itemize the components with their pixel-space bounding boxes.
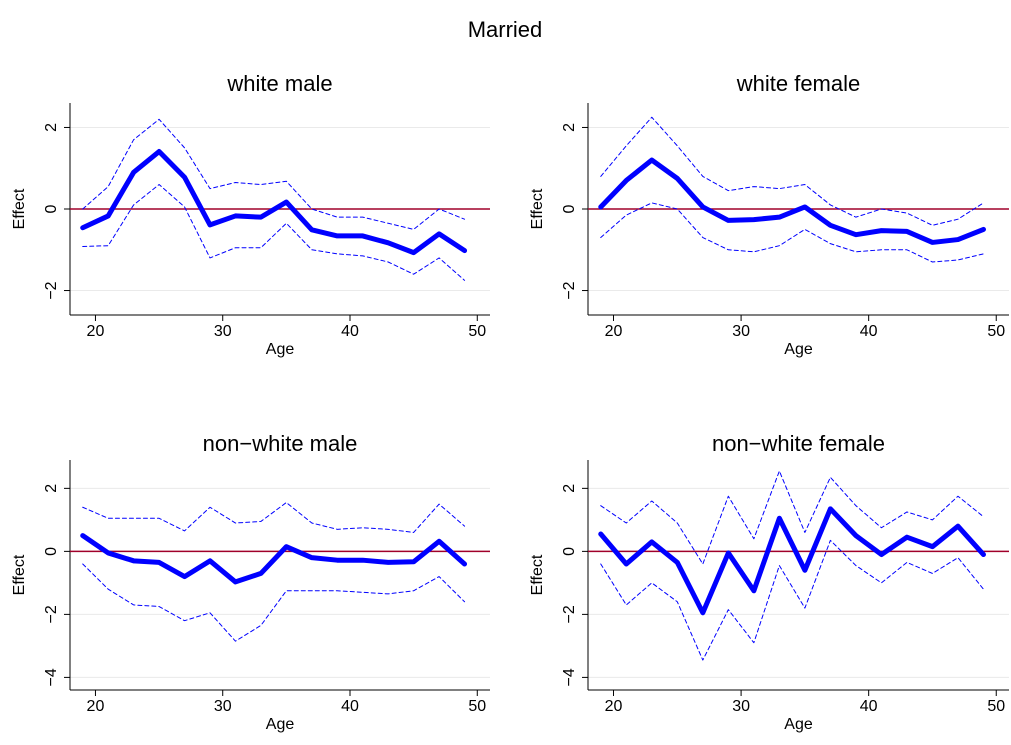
estimate-line	[598, 157, 986, 245]
panel-title: non−white female	[712, 431, 885, 456]
y-tick-label: −2	[43, 605, 60, 623]
y-tick-label: −4	[561, 668, 578, 686]
x-tick-label: 40	[341, 323, 359, 340]
x-tick-label: 50	[468, 698, 486, 715]
x-tick-label: 30	[732, 698, 750, 715]
confidence-line	[82, 118, 466, 230]
y-tick-label: 2	[561, 123, 578, 132]
estimate-line	[80, 149, 468, 256]
x-tick-label: 40	[860, 323, 878, 340]
y-tick-label: 0	[561, 547, 578, 556]
x-axis-label: Age	[784, 341, 813, 358]
y-tick-label: 2	[43, 484, 60, 493]
y-axis-label: Effect	[11, 554, 28, 595]
estimate-line	[598, 506, 986, 616]
y-tick-label: 0	[561, 204, 578, 213]
x-tick-label: 20	[605, 698, 623, 715]
confidence-line	[600, 470, 984, 565]
y-tick-label: 0	[43, 204, 60, 213]
panel-title: white female	[736, 71, 861, 96]
x-tick-label: 30	[732, 323, 750, 340]
y-tick-label: −2	[43, 281, 60, 299]
x-axis-label: Age	[266, 341, 295, 358]
confidence-line	[82, 184, 466, 281]
y-axis-label: Effect	[529, 554, 546, 595]
x-tick-label: 50	[987, 698, 1005, 715]
x-tick-label: 20	[87, 323, 105, 340]
x-tick-label: 40	[341, 698, 359, 715]
y-axis-label: Effect	[11, 188, 28, 229]
y-tick-label: 0	[43, 547, 60, 556]
x-axis-label: Age	[784, 716, 813, 733]
x-tick-label: 20	[87, 698, 105, 715]
confidence-line	[600, 202, 984, 263]
y-axis-label: Effect	[529, 188, 546, 229]
y-tick-label: 2	[561, 484, 578, 493]
x-tick-label: 30	[214, 323, 232, 340]
x-tick-label: 30	[214, 698, 232, 715]
x-tick-label: 40	[860, 698, 878, 715]
confidence-line	[600, 539, 984, 661]
y-tick-label: −2	[561, 605, 578, 623]
y-tick-label: 2	[43, 123, 60, 132]
figure-title: Married	[468, 17, 543, 42]
y-tick-label: −4	[43, 668, 60, 686]
x-tick-label: 50	[987, 323, 1005, 340]
confidence-line	[82, 563, 466, 642]
panel-title: white male	[226, 71, 332, 96]
y-tick-label: −2	[561, 281, 578, 299]
x-tick-label: 20	[605, 323, 623, 340]
estimate-line	[80, 533, 468, 585]
confidence-line	[82, 502, 466, 533]
x-axis-label: Age	[266, 716, 295, 733]
panel-title: non−white male	[203, 431, 358, 456]
x-tick-label: 50	[468, 323, 486, 340]
